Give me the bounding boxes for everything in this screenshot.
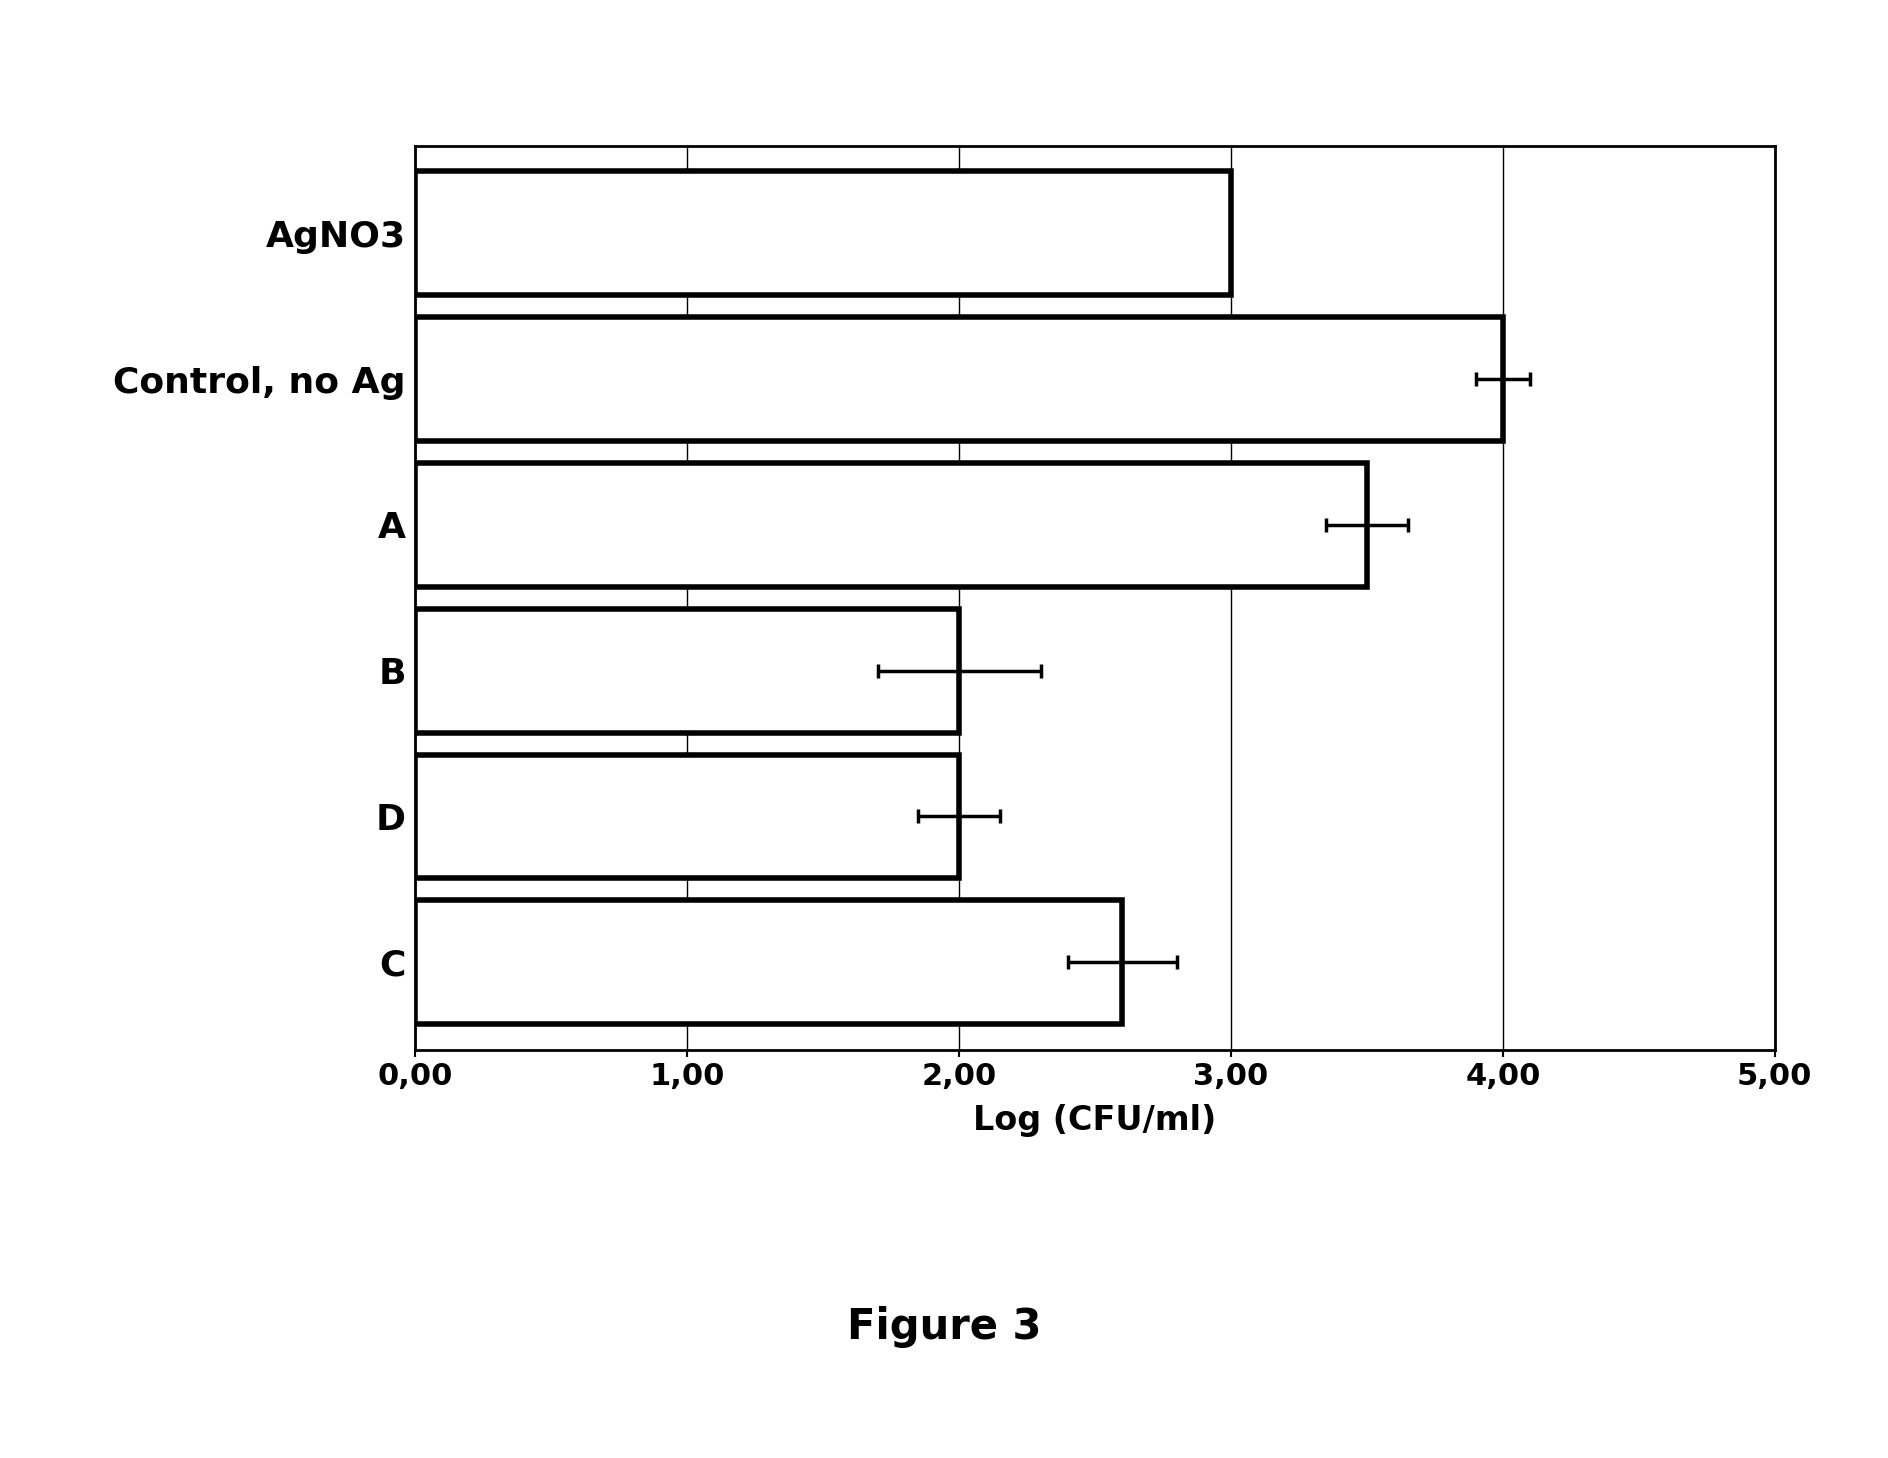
Bar xyxy=(415,171,1231,295)
Bar xyxy=(415,316,1503,440)
Bar xyxy=(415,462,1367,586)
Bar xyxy=(415,755,959,878)
Bar xyxy=(415,609,959,732)
Bar xyxy=(415,900,1121,1024)
X-axis label: Log (CFU/ml): Log (CFU/ml) xyxy=(974,1105,1216,1137)
Text: Figure 3: Figure 3 xyxy=(846,1306,1042,1347)
